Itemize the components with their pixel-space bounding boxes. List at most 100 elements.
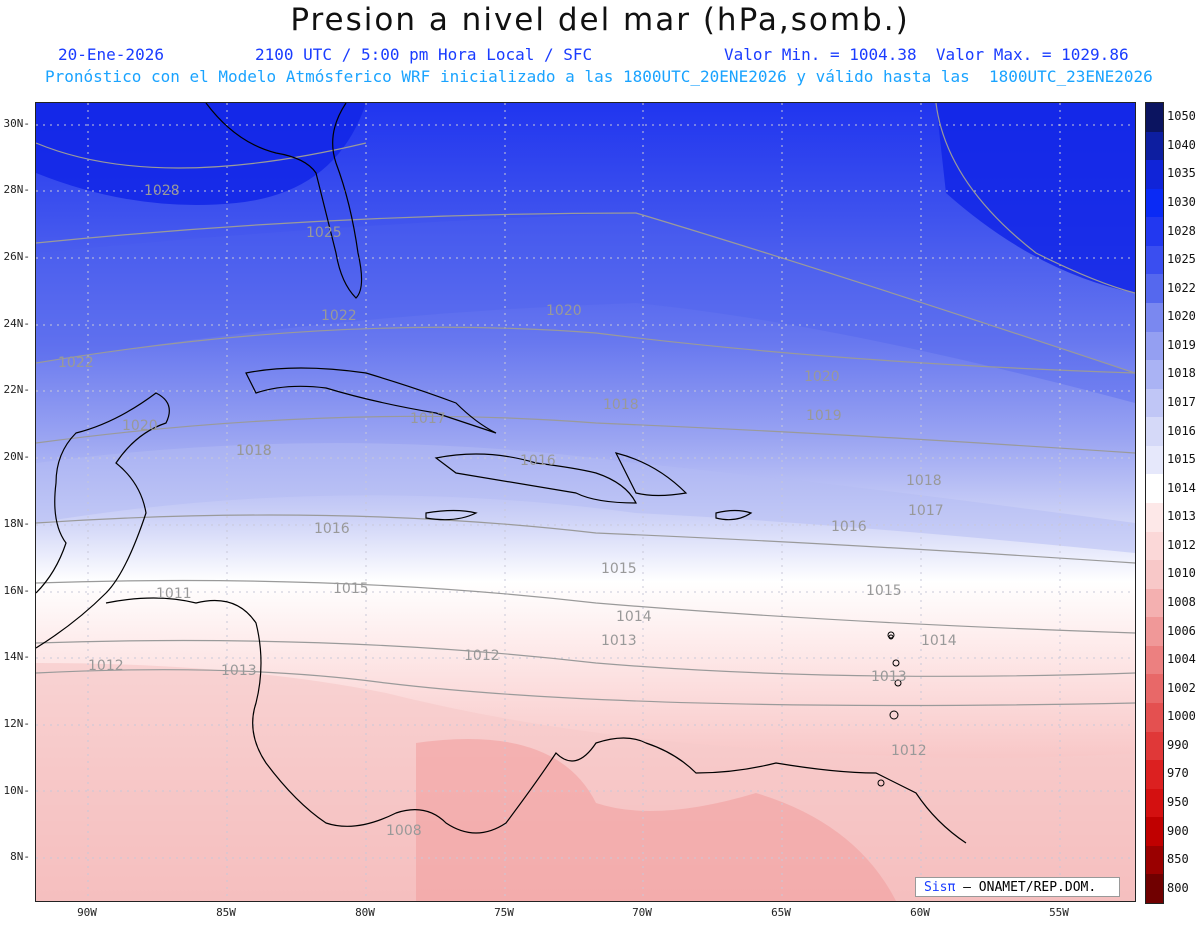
lat-label: 18N-	[3, 517, 31, 530]
color-bar-label: 1030	[1167, 195, 1196, 209]
lon-label: 85W	[216, 906, 236, 919]
map-svg	[36, 103, 1135, 901]
color-bar-label: 1019	[1167, 337, 1196, 352]
color-bar-label: 1040	[1167, 137, 1196, 152]
isobar-label: 1018	[236, 443, 272, 459]
isobar-label: 1022	[58, 355, 94, 371]
color-bar-label: 1014	[1167, 480, 1196, 495]
isobar-label: 1015	[333, 581, 369, 597]
credit-text: – ONAMET/REP.DOM.	[955, 880, 1097, 895]
color-bar-label: 1035	[1167, 166, 1196, 181]
color-bar-swatch	[1146, 560, 1163, 590]
credit-box: Sisπ – ONAMET/REP.DOM.	[915, 877, 1120, 897]
lon-label: 90W	[77, 906, 97, 919]
isobar-label: 1012	[88, 658, 124, 674]
color-bar-label: 1022	[1167, 280, 1196, 295]
color-bar-swatch	[1146, 445, 1163, 475]
lon-label: 60W	[910, 906, 930, 919]
isobar-label: 1020	[122, 418, 158, 434]
lat-label: 28N-	[3, 183, 31, 196]
color-bar-label: 800	[1167, 880, 1189, 895]
lat-label: 12N-	[3, 717, 31, 730]
lat-label: 20N-	[3, 450, 31, 463]
color-bar-label: 1013	[1167, 509, 1196, 524]
color-bar-swatch	[1146, 674, 1163, 704]
lat-label: 16N-	[3, 584, 31, 597]
isobar-label: 1011	[156, 586, 192, 602]
color-bar-swatch	[1146, 531, 1163, 561]
isobar-label: 1018	[603, 397, 639, 413]
pressure-map: 1028 1025 1022 1022 1020 1022 1020 1020 1019 1018…	[35, 102, 1136, 902]
color-bar-label: 1020	[1167, 309, 1196, 324]
color-bar-swatch	[1146, 874, 1163, 904]
min-max-values: Valor Min. = 1004.38 Valor Max. = 1029.8…	[724, 45, 1129, 64]
color-bar-label: 1017	[1167, 395, 1196, 409]
color-bar-swatch	[1146, 160, 1163, 190]
isobar-label: 1022	[58, 355, 94, 371]
color-bar-swatch	[1146, 645, 1163, 675]
lon-label: 80W	[355, 906, 375, 919]
isobar-label: 1016	[520, 453, 556, 469]
lat-label: 8N-	[10, 850, 30, 863]
model-info: Pronóstico con el Modelo Atmósferico WRF…	[45, 67, 1153, 86]
lon-label: 70W	[632, 906, 652, 919]
color-bar-label: 1018	[1167, 366, 1196, 381]
color-bar-label: 1015	[1167, 452, 1196, 467]
isobar-label: 1020	[804, 369, 840, 385]
color-bar-swatch	[1146, 417, 1163, 447]
sispi-logo: Sisπ	[924, 880, 956, 895]
color-bar-swatch	[1146, 303, 1163, 333]
lat-label: 30N-	[3, 117, 31, 130]
isobar-label: 1008	[386, 823, 422, 839]
color-bar-swatch	[1146, 703, 1163, 733]
color-bar-swatch	[1146, 617, 1163, 647]
color-bar-swatch	[1146, 131, 1163, 161]
isobar-label: 1020	[546, 303, 582, 319]
isobar-label: 1018	[906, 473, 942, 489]
isobar-label: 1017	[908, 503, 944, 519]
color-bar-label: 1004	[1167, 652, 1196, 667]
color-bar-label: 1025	[1167, 252, 1196, 267]
color-bar-swatch	[1146, 245, 1163, 275]
color-bar	[1145, 102, 1164, 904]
isobar-label: 1014	[921, 633, 957, 649]
color-bar-label: 1002	[1167, 680, 1196, 695]
isobar-label: 1028	[144, 183, 180, 199]
isobar-label: 1013	[601, 633, 637, 649]
isobar-label: 1016	[831, 519, 867, 535]
isobar-label: 1013	[221, 663, 257, 679]
isobar-label: 1012	[464, 648, 500, 664]
color-bar-label: 900	[1167, 823, 1189, 838]
lat-label: 10N-	[3, 784, 31, 797]
color-bar-label: 850	[1167, 852, 1189, 867]
color-bar-label: 970	[1167, 766, 1189, 781]
color-bar-swatch	[1146, 817, 1163, 847]
color-bar-label: 1016	[1167, 423, 1196, 438]
lat-label: 14N-	[3, 650, 31, 663]
color-bar-swatch	[1146, 788, 1163, 818]
color-bar-label: 1006	[1167, 623, 1196, 638]
isobar-label: 1022	[321, 308, 357, 324]
isobar-label: 1013	[871, 669, 907, 685]
color-bar-label: 1010	[1167, 566, 1196, 581]
color-bar-label: 1050	[1167, 109, 1196, 124]
color-bar-swatch	[1146, 588, 1163, 618]
color-bar-label: 990	[1167, 737, 1189, 752]
lon-label: 75W	[494, 906, 514, 919]
color-bar-label: 1012	[1167, 537, 1196, 552]
color-bar-label: 950	[1167, 795, 1189, 809]
color-bar-swatch	[1146, 388, 1163, 418]
isobar-label: 1016	[314, 521, 350, 537]
isobar-label: 1017	[410, 411, 446, 427]
lon-label: 55W	[1049, 906, 1069, 919]
color-bar-swatch	[1146, 845, 1163, 875]
color-bar-swatch	[1146, 103, 1163, 133]
color-bar-swatch	[1146, 731, 1163, 761]
lat-label: 22N-	[3, 383, 31, 396]
color-bar-swatch	[1146, 360, 1163, 390]
isobar-label: 1012	[891, 743, 927, 759]
forecast-date: 20-Ene-2026	[58, 45, 164, 64]
isobar-label: 1014	[616, 609, 652, 625]
color-bar-label: 1028	[1167, 223, 1196, 238]
isobar-label: 1019	[806, 408, 842, 424]
